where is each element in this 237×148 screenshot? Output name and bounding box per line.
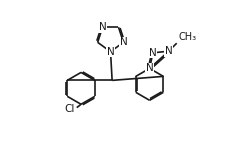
Text: N: N	[99, 22, 106, 32]
Text: N: N	[107, 47, 114, 57]
Text: Cl: Cl	[64, 104, 75, 114]
Text: CH₃: CH₃	[178, 32, 196, 42]
Text: N: N	[146, 63, 153, 73]
Text: N: N	[165, 46, 173, 56]
Text: N: N	[149, 48, 157, 58]
Text: N: N	[119, 37, 127, 47]
